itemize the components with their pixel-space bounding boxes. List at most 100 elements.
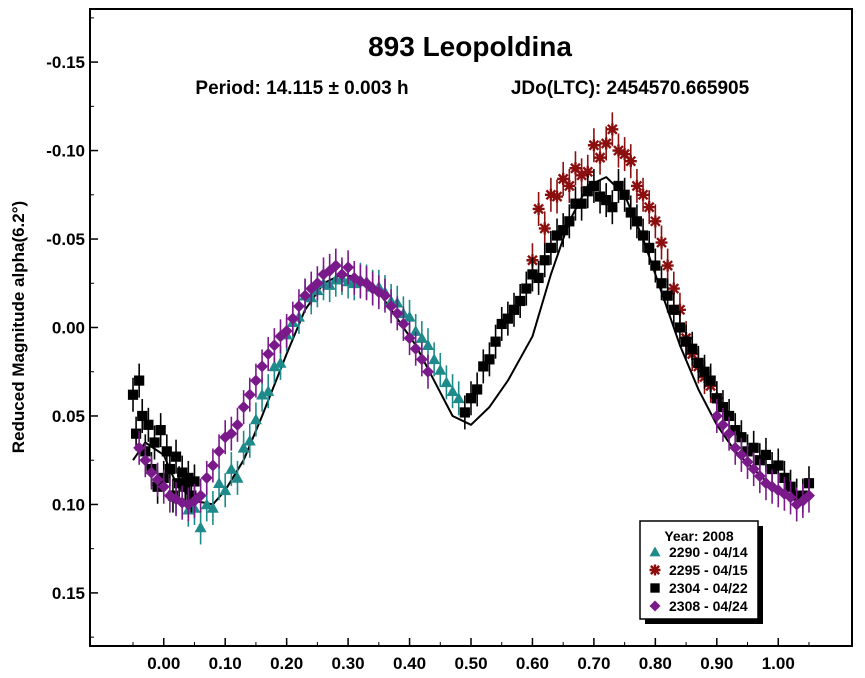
x-tick-label: 0.50 [454, 654, 487, 673]
data-point [606, 112, 619, 147]
y-tick-label: 0.05 [52, 407, 85, 426]
triangle-marker [249, 413, 262, 425]
diamond-marker [335, 268, 348, 281]
triangle-marker [206, 501, 219, 513]
fit-curve-layer [132, 176, 810, 506]
data-point [624, 144, 637, 179]
diamond-marker [311, 277, 324, 290]
diamond-marker [409, 342, 422, 355]
x-tick-label: 0.70 [577, 654, 610, 673]
asterisk-marker [557, 172, 570, 185]
data-point [662, 278, 673, 313]
data-point [699, 354, 710, 389]
data-points-layer [127, 112, 815, 545]
data-point [600, 126, 613, 161]
square-marker [619, 189, 630, 200]
data-point [403, 321, 416, 356]
triangle-marker [262, 385, 275, 396]
data-point [155, 413, 166, 448]
square-marker [564, 216, 575, 227]
data-point [127, 377, 139, 412]
chart-subtitle-period: Period: 14.115 ± 0.003 h [195, 78, 408, 99]
data-point [710, 398, 723, 433]
square-marker [650, 260, 661, 271]
triangle-marker [268, 360, 281, 372]
y-tick-label: 0.15 [52, 584, 85, 603]
y-tick-label: -0.05 [46, 230, 85, 249]
data-point [133, 430, 146, 465]
square-marker [149, 437, 160, 448]
data-point [243, 423, 256, 458]
data-point [421, 354, 434, 389]
data-point [508, 292, 520, 327]
square-marker [674, 322, 686, 333]
y-tick-label: 0.00 [52, 319, 85, 338]
square-marker [134, 375, 145, 386]
diamond-marker [723, 427, 736, 440]
data-point [545, 230, 556, 265]
data-point [200, 460, 213, 495]
data-point [612, 133, 625, 168]
diamond-marker [802, 489, 815, 502]
data-point [194, 510, 207, 545]
square-marker [180, 481, 191, 492]
data-point [134, 363, 145, 398]
square-marker [736, 432, 747, 443]
asterisk-marker [606, 123, 619, 136]
data-point [237, 430, 250, 465]
data-point [705, 363, 716, 398]
data-point [237, 390, 250, 425]
square-marker [143, 419, 154, 430]
square-marker [570, 198, 581, 209]
square-marker [644, 242, 655, 253]
legend-entry-label: 2308 - 04/24 [669, 598, 748, 614]
square-marker [161, 446, 172, 457]
data-point [440, 365, 453, 400]
diamond-marker [139, 454, 152, 467]
diamond-marker [200, 471, 213, 484]
data-point [533, 260, 544, 295]
diamond-marker [231, 418, 244, 431]
diamond-marker [157, 480, 170, 493]
square-marker [576, 198, 587, 209]
diamond-marker [206, 459, 219, 472]
diamond-marker [385, 300, 398, 313]
triangle-marker [237, 441, 250, 453]
data-point [680, 324, 692, 359]
data-point [225, 416, 238, 451]
diamond-marker [151, 473, 164, 486]
x-tick-label: 0.30 [332, 654, 365, 673]
data-point [409, 331, 422, 366]
diamond-marker [280, 325, 293, 338]
data-point [618, 137, 631, 172]
diamond-marker [391, 307, 404, 320]
asterisk-marker [538, 222, 551, 235]
square-marker [183, 472, 194, 484]
diamond-marker [403, 332, 416, 345]
data-point [225, 452, 238, 487]
triangle-marker [649, 546, 661, 557]
data-point [637, 218, 649, 253]
diamond-marker [243, 388, 256, 401]
diamond-marker [421, 365, 434, 378]
legend-entry: 2295 - 04/15 [649, 562, 748, 578]
asterisk-marker [563, 179, 576, 192]
data-point [262, 337, 275, 372]
data-point [151, 462, 164, 497]
asterisk-marker [532, 202, 545, 215]
data-point [521, 271, 532, 306]
square-marker [601, 195, 612, 206]
data-point [219, 473, 232, 508]
data-point [655, 225, 668, 260]
data-point [139, 443, 152, 478]
data-point [784, 480, 797, 515]
square-marker [174, 478, 185, 489]
diamond-marker [397, 317, 410, 330]
x-tick-label: 0.10 [209, 654, 242, 673]
square-marker [484, 354, 495, 365]
data-point [735, 437, 748, 472]
data-point [643, 190, 656, 225]
data-point [532, 191, 545, 226]
data-point [588, 168, 600, 203]
asterisk-marker [630, 179, 643, 192]
